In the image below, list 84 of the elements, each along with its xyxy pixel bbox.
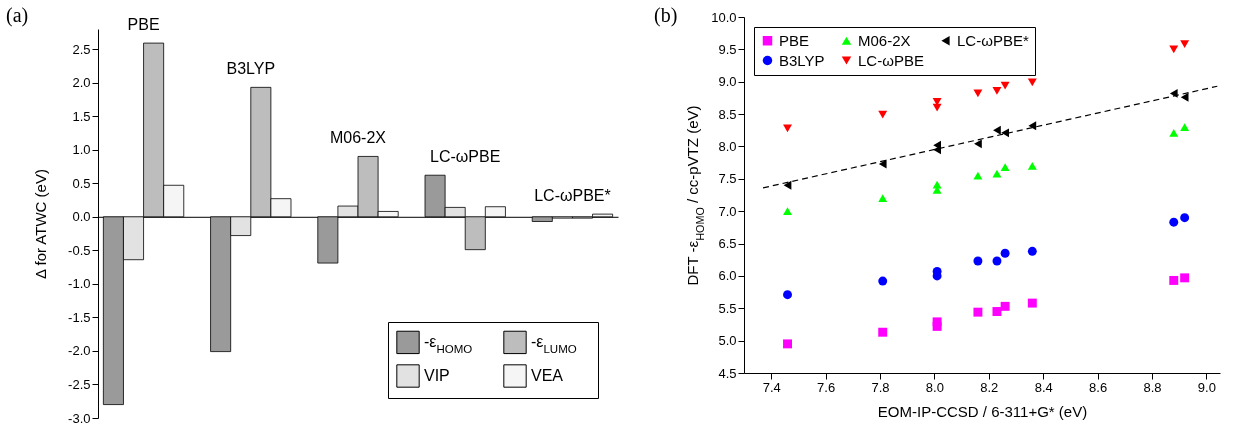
y-tick-label: 1.5	[72, 108, 91, 124]
y-tick-label: 9.0	[718, 74, 737, 90]
y-axis-title: Δ for ATWC (eV)	[31, 169, 49, 279]
point	[1000, 301, 1010, 311]
point	[932, 317, 942, 327]
point	[1180, 92, 1189, 102]
y-tick-label: -2.0	[68, 343, 91, 359]
legend-label: B3LYP	[779, 51, 825, 69]
point	[783, 339, 792, 349]
x-tick-label: 8.8	[1143, 379, 1162, 395]
point	[1180, 273, 1190, 283]
x-tick-label: 8.0	[925, 379, 944, 395]
y-tick-label: 6.5	[718, 236, 737, 252]
point	[1180, 123, 1190, 131]
point	[1027, 246, 1037, 256]
text: (b)	[654, 4, 678, 27]
y-tick-label: 7.0	[718, 203, 737, 219]
point	[878, 276, 888, 286]
y-tick-label: 9.5	[718, 41, 737, 57]
legend-label: -ε$_{LUMO}$	[531, 333, 577, 356]
point	[992, 307, 1002, 316]
x-tick-label: 8.2	[980, 379, 999, 395]
y-tick-label: 0.5	[72, 175, 91, 191]
y-tick-label: -2.5	[68, 376, 91, 392]
y-tick-label: 8.0	[718, 138, 737, 154]
legend-label: VEA	[531, 367, 564, 384]
y-tick-label: -0.5	[68, 242, 91, 258]
y-tick-label: 2.0	[72, 75, 91, 91]
legend-label: VIP	[424, 367, 450, 384]
point	[878, 194, 888, 203]
point	[1169, 128, 1179, 137]
point	[878, 159, 887, 169]
point	[993, 125, 1001, 135]
x-tick-label: 7.4	[762, 379, 781, 395]
point	[1027, 298, 1037, 308]
point	[783, 207, 792, 216]
point	[783, 124, 792, 133]
y-tick-label: 8.5	[718, 106, 737, 122]
point	[992, 169, 1002, 178]
point	[1000, 248, 1010, 258]
y-tick-label: 6.0	[718, 268, 737, 284]
x-tick-label: 7.8	[871, 379, 890, 395]
y-tick-label: 2.5	[72, 41, 91, 57]
point	[1000, 163, 1010, 172]
point	[1169, 45, 1179, 54]
y-tick-label: -1.0	[68, 276, 91, 292]
point	[992, 86, 1002, 95]
point	[1169, 275, 1179, 285]
point	[973, 256, 983, 266]
y-tick-label: 5.0	[718, 333, 737, 349]
y-tick-label: 0.0	[72, 209, 91, 225]
point	[1180, 40, 1190, 49]
point	[878, 110, 888, 119]
text: (a)	[6, 4, 29, 27]
legend-label: PBE	[779, 31, 810, 49]
x-tick-label: 8.6	[1089, 379, 1108, 395]
point	[973, 307, 983, 317]
point	[932, 180, 942, 189]
point	[1180, 213, 1190, 223]
point	[1169, 88, 1178, 98]
x-axis-title: EOM-IP-CCSD / 6-311+G* (eV)	[877, 402, 1088, 420]
point	[992, 256, 1002, 266]
x-tick-label: 7.6	[817, 379, 836, 395]
y-tick-label: -3.0	[68, 410, 91, 426]
legend-label: LC-ωPBE*	[957, 31, 1029, 49]
legend-label: M06-2X	[858, 31, 911, 49]
point	[1027, 162, 1037, 170]
legend-label: -ε$_{HOMO}$	[424, 333, 473, 356]
y-tick-label: 10.0	[711, 9, 737, 25]
legend-label: LC-ωPBE	[858, 51, 924, 69]
y-tick-label: -1.5	[68, 309, 91, 325]
x-tick-label: 9.0	[1197, 379, 1216, 395]
y-tick-label: 1.0	[72, 142, 91, 158]
point	[878, 327, 888, 337]
point	[1000, 81, 1010, 90]
y-tick-label: 5.5	[718, 300, 737, 316]
point	[783, 290, 792, 300]
point	[974, 139, 982, 149]
y-tick-label: 4.5	[718, 365, 737, 381]
x-tick-label: 8.4	[1034, 379, 1053, 395]
point	[783, 180, 792, 190]
point	[1169, 217, 1179, 227]
point	[1028, 121, 1037, 131]
y-tick-label: 7.5	[718, 171, 737, 187]
